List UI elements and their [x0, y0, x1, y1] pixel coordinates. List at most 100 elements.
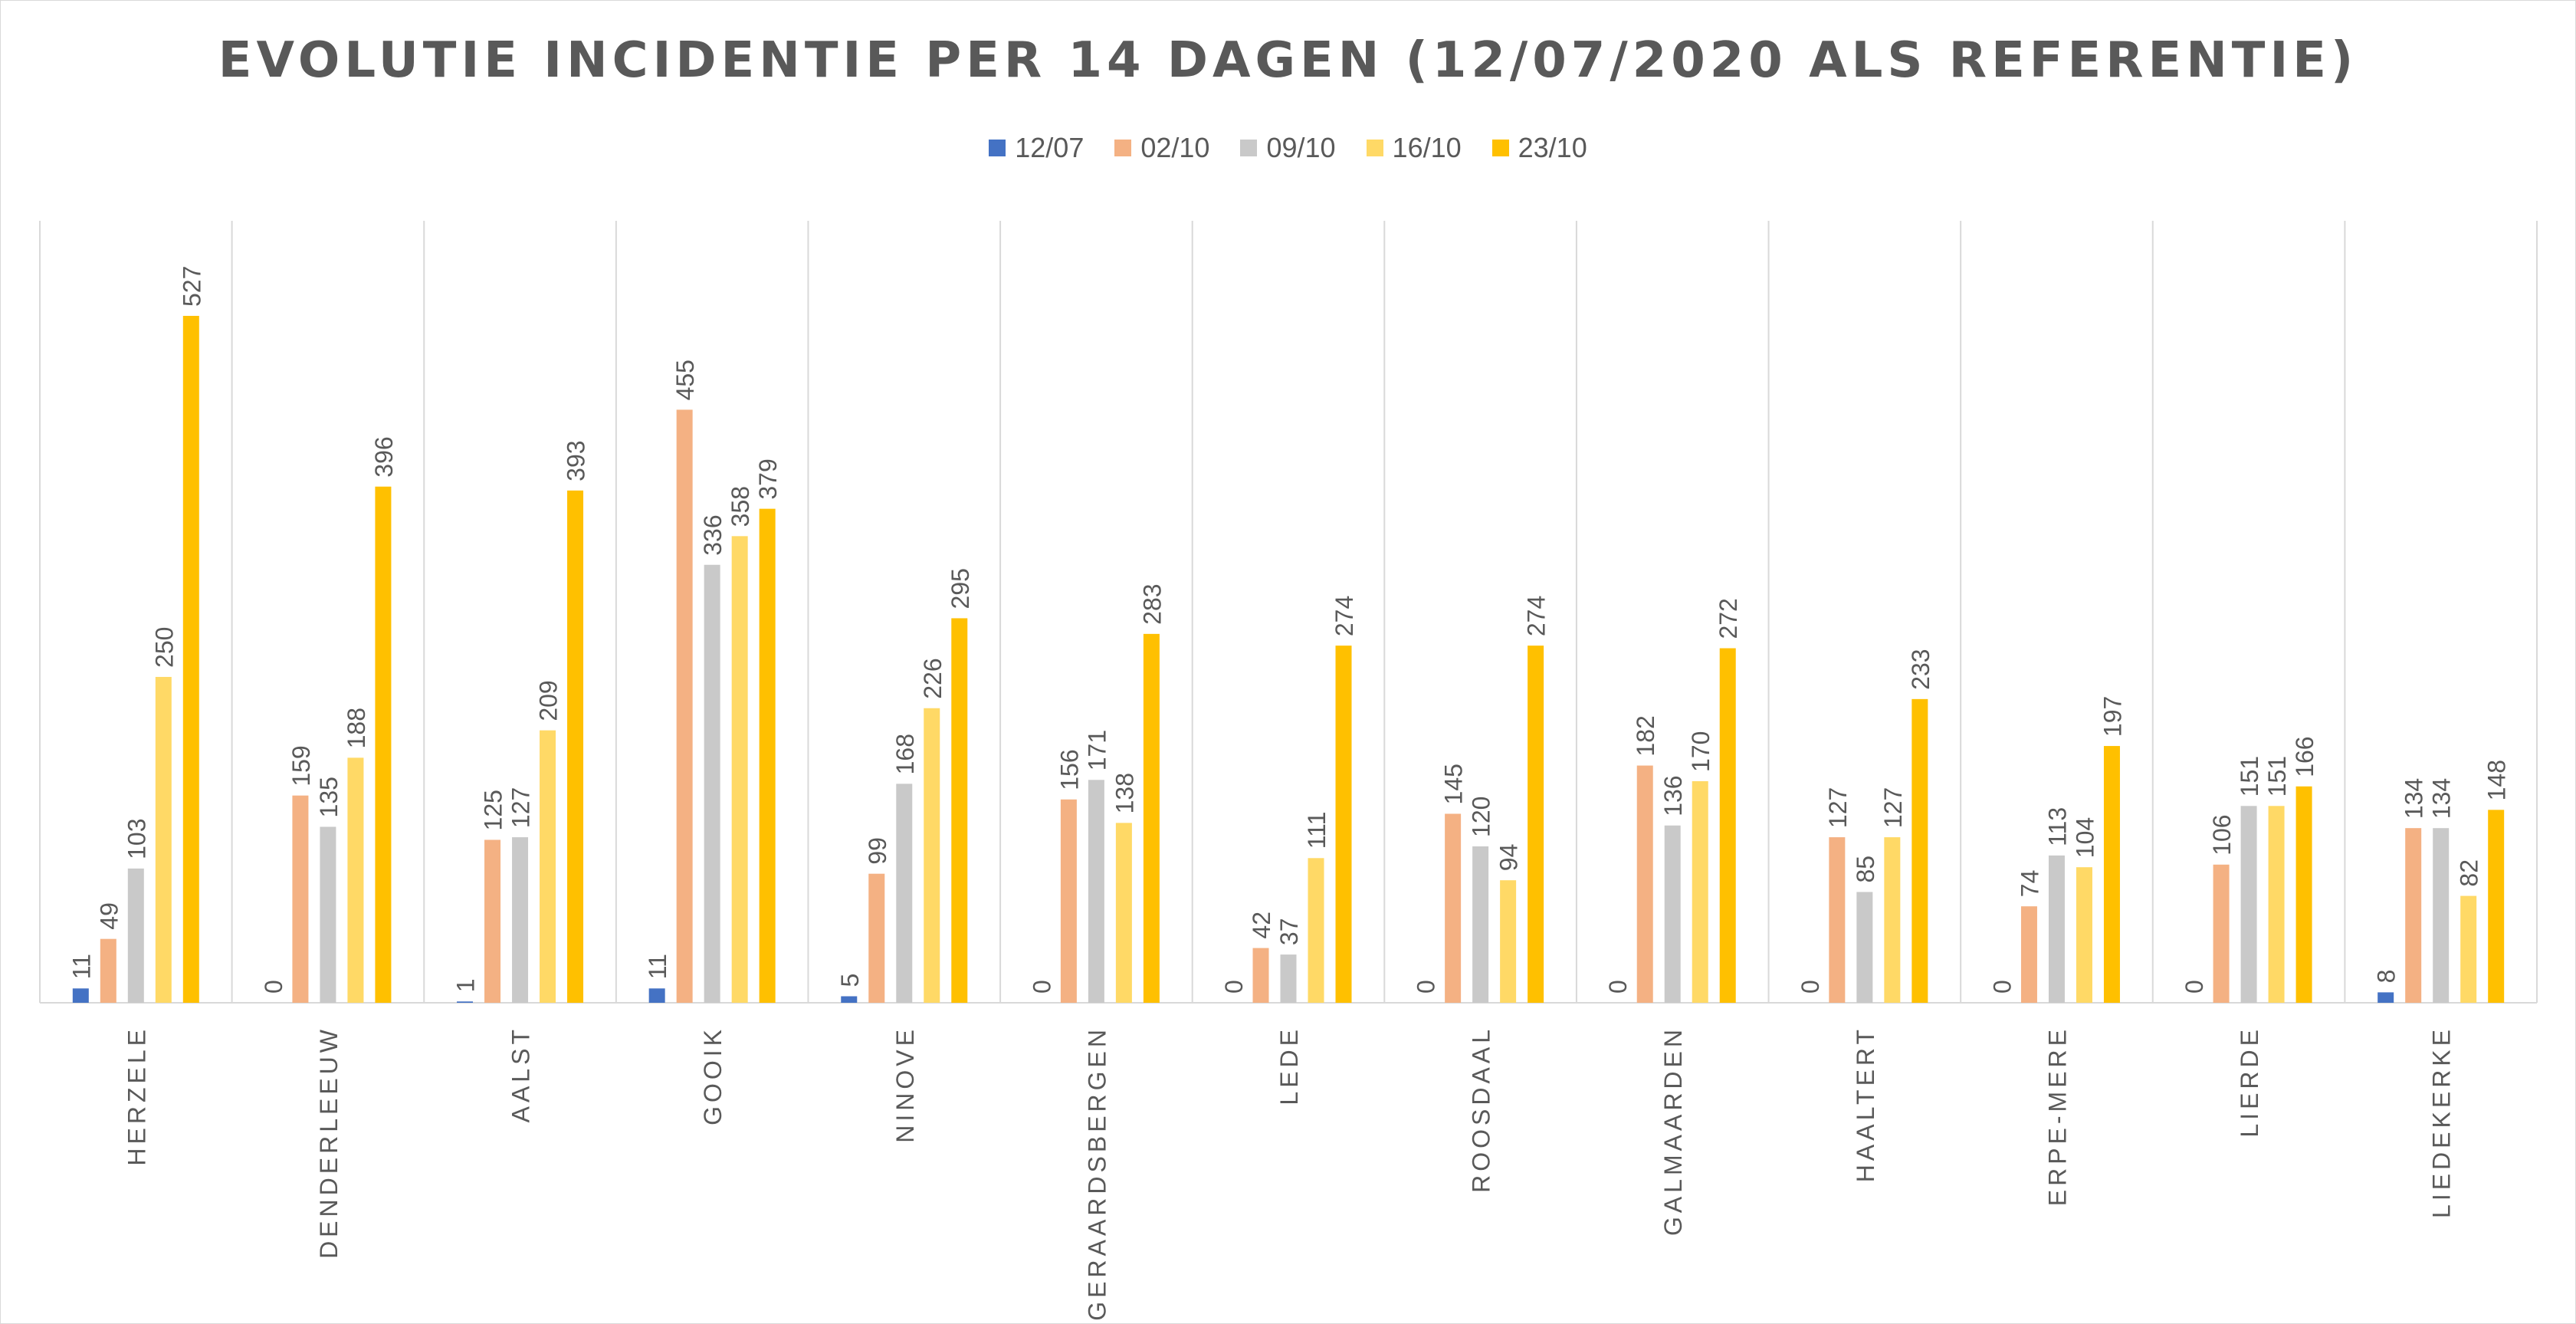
- data-label: 82: [2456, 859, 2483, 887]
- legend-swatch: [1114, 140, 1132, 156]
- chart-title: EVOLUTIE INCIDENTIE PER 14 DAGEN (12/07/…: [218, 32, 2358, 89]
- data-label: 138: [1111, 773, 1138, 813]
- data-label: 0: [1988, 980, 2016, 994]
- data-label: 1: [452, 979, 480, 993]
- bar-gooik-4: [759, 508, 776, 1003]
- legend-label: 12/07: [1015, 132, 1085, 163]
- bar-geraardsbergen-4: [1143, 633, 1160, 1003]
- data-label: 127: [1879, 787, 1907, 828]
- data-label: 85: [1852, 856, 1879, 883]
- legend-label: 02/10: [1140, 132, 1210, 163]
- data-label: 272: [1715, 598, 1742, 639]
- bar-galmaarden-3: [1692, 780, 1708, 1003]
- category-label: ROOSDAAL: [1468, 1026, 1495, 1193]
- bar-haaltert-4: [1911, 698, 1928, 1003]
- bar-ninove-3: [924, 708, 940, 1003]
- category-label: LIERDE: [2236, 1026, 2263, 1138]
- bar-geraardsbergen-3: [1115, 823, 1132, 1003]
- category-label: LIEDEKERKE: [2428, 1026, 2456, 1218]
- bar-aalst-0: [457, 1001, 474, 1003]
- bar-lede-4: [1335, 646, 1352, 1003]
- data-label: 106: [2208, 814, 2236, 855]
- legend-item-4: 23/10: [1491, 132, 1587, 164]
- data-label: 0: [1413, 980, 1440, 994]
- bar-erpe-mere-3: [2076, 867, 2092, 1003]
- data-label: 134: [2400, 778, 2428, 819]
- data-label: 166: [2291, 736, 2318, 777]
- data-label: 0: [260, 980, 287, 994]
- bar-lede-3: [1308, 858, 1324, 1003]
- data-label: 188: [343, 708, 370, 748]
- bar-denderleeuw-2: [320, 826, 336, 1003]
- bar-gooik-2: [704, 564, 720, 1003]
- data-label: 42: [1248, 912, 1275, 939]
- data-label: 171: [1083, 730, 1111, 770]
- data-label: 0: [2181, 980, 2208, 994]
- data-label: 0: [1220, 980, 1248, 994]
- category-label: LEDE: [1275, 1026, 1303, 1106]
- data-label: 99: [864, 837, 891, 865]
- data-label: 197: [2099, 696, 2126, 737]
- data-label: 103: [123, 818, 150, 859]
- data-label: 148: [2483, 760, 2511, 800]
- bar-denderleeuw-1: [292, 795, 309, 1003]
- data-label: 156: [1055, 749, 1083, 790]
- data-label: 527: [178, 266, 205, 307]
- data-label: 49: [95, 902, 123, 930]
- bar-lede-1: [1252, 948, 1269, 1003]
- bar-erpe-mere-4: [2103, 746, 2120, 1003]
- data-label: 274: [1523, 596, 1551, 636]
- bar-haaltert-1: [1829, 837, 1846, 1003]
- bar-roosdaal-4: [1528, 646, 1544, 1003]
- data-label: 233: [1907, 649, 1934, 689]
- bar-liedekerke-0: [2377, 992, 2394, 1003]
- bar-herzele-4: [182, 316, 199, 1003]
- data-label: 159: [287, 745, 315, 786]
- data-label: 8: [2373, 970, 2400, 984]
- data-label: 5: [836, 974, 864, 987]
- legend-swatch: [1240, 140, 1258, 156]
- data-label: 94: [1495, 844, 1523, 872]
- category-label: GERAARDSBERGEN: [1083, 1026, 1111, 1321]
- data-label: 134: [2428, 778, 2456, 819]
- data-label: 0: [1797, 980, 1824, 994]
- category-label: NINOVE: [891, 1026, 919, 1143]
- data-label: 145: [1440, 764, 1468, 804]
- data-label: 0: [1604, 980, 1632, 994]
- bar-lierde-4: [2295, 786, 2312, 1003]
- data-label: 11: [67, 954, 95, 979]
- category-label: DENDERLEEUW: [315, 1026, 343, 1259]
- data-label: 151: [2236, 756, 2263, 797]
- bar-lierde-3: [2268, 806, 2285, 1003]
- data-label: 396: [370, 436, 398, 477]
- data-label: 168: [891, 734, 919, 774]
- legend-item-1: 02/10: [1114, 132, 1209, 164]
- data-label: 11: [644, 954, 671, 979]
- bar-aalst-4: [567, 490, 584, 1003]
- category-label: GOOIK: [699, 1026, 727, 1125]
- data-label: 74: [2016, 870, 2043, 898]
- bar-ninove-4: [951, 618, 968, 1003]
- data-label: 135: [315, 777, 343, 817]
- legend-label: 16/10: [1392, 132, 1462, 163]
- category-label: ERPE-MERE: [2043, 1026, 2071, 1206]
- bar-denderleeuw-4: [375, 486, 392, 1003]
- bar-geraardsbergen-2: [1088, 780, 1104, 1003]
- legend-label: 23/10: [1518, 132, 1587, 163]
- bar-erpe-mere-2: [2048, 855, 2065, 1003]
- legend: 12/07 02/10 09/10 16/10 23/10: [0, 132, 2576, 164]
- bar-herzele-1: [100, 938, 116, 1003]
- legend-item-0: 12/07: [989, 132, 1084, 164]
- data-label: 125: [480, 790, 507, 830]
- data-label: 136: [1659, 775, 1687, 816]
- bar-geraardsbergen-1: [1060, 799, 1077, 1003]
- bar-haaltert-2: [1856, 892, 1873, 1003]
- legend-label: 09/10: [1266, 132, 1336, 163]
- bar-lierde-1: [2213, 864, 2230, 1003]
- data-label: 127: [507, 787, 535, 828]
- bar-ninove-0: [841, 996, 858, 1003]
- data-label: 127: [1824, 787, 1852, 828]
- data-label: 0: [1028, 980, 1055, 994]
